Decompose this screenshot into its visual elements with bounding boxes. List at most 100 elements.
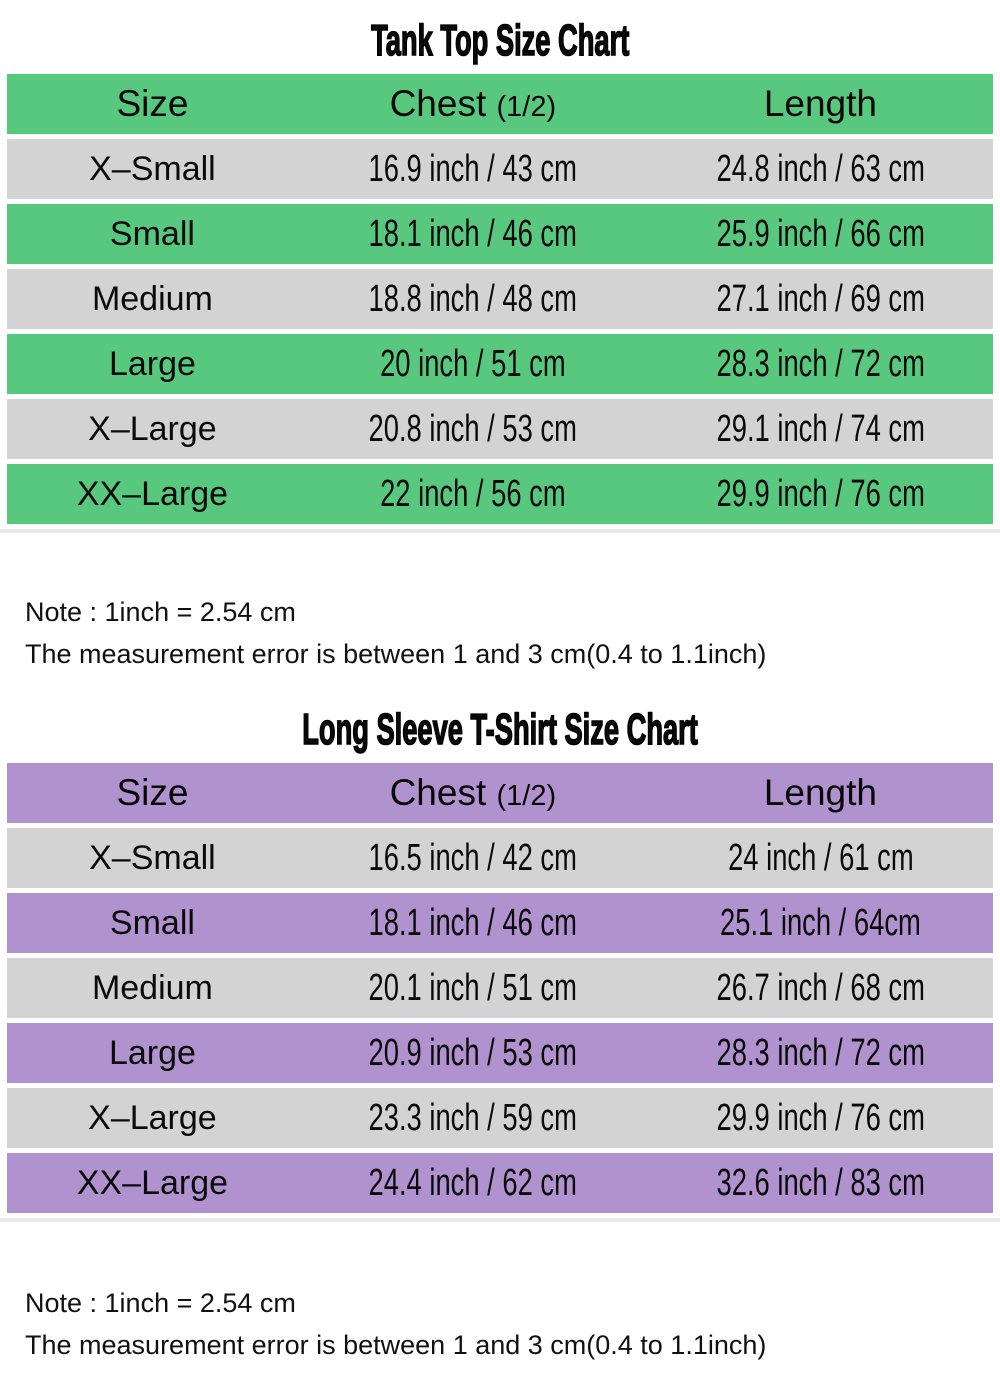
chest-cell-text: 24.4 inch / 62 cm xyxy=(368,1161,578,1204)
chest-cell: 20.9 inch / 53 cm xyxy=(298,1032,648,1075)
table-row: Large 20.9 inch / 53 cm 28.3 inch / 72 cm xyxy=(7,1023,993,1083)
table-bottom-edge xyxy=(0,529,1000,533)
size-cell: X–Small xyxy=(89,149,216,188)
length-cell-text: 32.6 inch / 83 cm xyxy=(716,1161,925,1204)
length-cell-text: 27.1 inch / 69 cm xyxy=(716,277,925,320)
size-cell: X–Large xyxy=(88,409,217,448)
length-cell-text: 28.3 inch / 72 cm xyxy=(716,1031,925,1074)
header-length: Length xyxy=(763,83,877,124)
length-cell: 28.3 inch / 72 cm xyxy=(648,1032,993,1075)
table-row: X–Small 16.9 inch / 43 cm 24.8 inch / 63 c… xyxy=(7,139,993,199)
table-row: XX–Large 24.4 inch / 62 cm 32.6 inch / 83 … xyxy=(7,1153,993,1213)
chest-cell-text: 20.9 inch / 53 cm xyxy=(368,1031,578,1074)
length-cell-text: 29.1 inch / 74 cm xyxy=(716,407,925,450)
table-row: Large 20 inch / 51 cm 28.3 inch / 72 cm xyxy=(7,334,993,394)
header-size: Size xyxy=(116,772,189,813)
table-row: XX–Large 22 inch / 56 cm 29.9 inch / 76 cm xyxy=(7,464,993,524)
chest-cell-text: 18.1 inch / 46 cm xyxy=(368,901,578,944)
length-cell: 26.7 inch / 68 cm xyxy=(648,967,993,1010)
table-header-row: Size Chest (1/2) Length xyxy=(7,74,993,134)
chart-title-text: Long Sleeve T-Shirt Size Chart xyxy=(302,705,699,754)
header-chest-label: Chest xyxy=(389,772,487,813)
length-cell-text: 29.9 inch / 76 cm xyxy=(716,472,925,515)
length-cell-text: 28.3 inch / 72 cm xyxy=(716,342,925,385)
note-line: The measurement error is between 1 and 3… xyxy=(25,639,767,669)
table-row: X–Large 23.3 inch / 59 cm 29.9 inch / 76 c… xyxy=(7,1088,993,1148)
length-cell: 25.1 inch / 64cm xyxy=(648,902,993,945)
size-cell: Small xyxy=(109,214,195,253)
table-body: X–Small 16.9 inch / 43 cm 24.8 inch / 63 c… xyxy=(7,139,993,524)
length-cell: 29.9 inch / 76 cm xyxy=(648,1097,993,1140)
chest-cell: 16.5 inch / 42 cm xyxy=(298,837,648,880)
tank-top-chart-title: Tank Top Size Chart xyxy=(0,16,1000,65)
chest-cell-text: 22 inch / 56 cm xyxy=(380,472,566,515)
chest-cell-text: 18.1 inch / 46 cm xyxy=(368,212,578,255)
header-chest-sub-label: (1/2) xyxy=(496,91,557,123)
length-cell: 24.8 inch / 63 cm xyxy=(648,148,993,191)
table-row: Medium 18.8 inch / 48 cm 27.1 inch / 69 cm xyxy=(7,269,993,329)
chart-title-text: Tank Top Size Chart xyxy=(370,16,630,65)
size-cell: Medium xyxy=(91,968,213,1007)
chest-cell-text: 20.8 inch / 53 cm xyxy=(368,407,578,450)
chest-cell: 20 inch / 51 cm xyxy=(298,343,648,386)
header-chest: Chest (1/2) xyxy=(298,772,648,814)
table-row: Small 18.1 inch / 46 cm 25.9 inch / 66 cm xyxy=(7,204,993,264)
chest-cell-text: 16.5 inch / 42 cm xyxy=(368,836,578,879)
length-cell: 24 inch / 61 cm xyxy=(648,837,993,880)
chest-cell-text: 16.9 inch / 43 cm xyxy=(368,147,578,190)
size-cell: XX–Large xyxy=(76,474,229,513)
size-cell: Small xyxy=(109,903,195,942)
chest-cell: 16.9 inch / 43 cm xyxy=(298,148,648,191)
long-sleeve-chart-title: Long Sleeve T-Shirt Size Chart xyxy=(0,705,1000,754)
header-chest-sub-label: (1/2) xyxy=(496,780,557,812)
long-sleeve-size-chart-section: Long Sleeve T-Shirt Size Chart Size Ches… xyxy=(0,705,1000,1366)
chest-cell: 22 inch / 56 cm xyxy=(298,473,648,516)
chest-cell: 18.1 inch / 46 cm xyxy=(298,213,648,256)
length-cell: 28.3 inch / 72 cm xyxy=(648,343,993,386)
length-cell-text: 24.8 inch / 63 cm xyxy=(716,147,925,190)
length-cell: 25.9 inch / 66 cm xyxy=(648,213,993,256)
tank-top-size-chart-section: Tank Top Size Chart Size Chest (1/2) Len… xyxy=(0,16,1000,675)
length-cell-text: 26.7 inch / 68 cm xyxy=(716,966,925,1009)
notes-block: Note : 1inch = 2.54 cm The measurement e… xyxy=(25,1282,1000,1366)
table-row: X–Large 20.8 inch / 53 cm 29.1 inch / 74 c… xyxy=(7,399,993,459)
note-line: Note : 1inch = 2.54 cm xyxy=(25,1288,296,1318)
size-cell: Medium xyxy=(91,279,213,318)
size-cell: X–Large xyxy=(88,1098,217,1137)
chest-cell-text: 20 inch / 51 cm xyxy=(380,342,566,385)
note-line: The measurement error is between 1 and 3… xyxy=(25,1330,767,1360)
length-cell-text: 25.1 inch / 64cm xyxy=(720,901,921,944)
length-cell: 29.9 inch / 76 cm xyxy=(648,473,993,516)
length-cell-text: 29.9 inch / 76 cm xyxy=(716,1096,925,1139)
table-body: X–Small 16.5 inch / 42 cm 24 inch / 61 cm S… xyxy=(7,828,993,1213)
chest-cell: 18.8 inch / 48 cm xyxy=(298,278,648,321)
chest-cell-text: 18.8 inch / 48 cm xyxy=(368,277,578,320)
tank-top-size-table: Size Chest (1/2) Length X–Small 16.9 inch… xyxy=(7,74,993,524)
table-header-row: Size Chest (1/2) Length xyxy=(7,763,993,823)
length-cell: 27.1 inch / 69 cm xyxy=(648,278,993,321)
length-cell-text: 24 inch / 61 cm xyxy=(727,836,914,879)
table-bottom-edge xyxy=(0,1218,1000,1222)
table-row: Small 18.1 inch / 46 cm 25.1 inch / 64cm xyxy=(7,893,993,953)
table-row: X–Small 16.5 inch / 42 cm 24 inch / 61 cm xyxy=(7,828,993,888)
size-cell: XX–Large xyxy=(76,1163,229,1202)
size-cell: Large xyxy=(108,1033,196,1072)
chest-cell: 23.3 inch / 59 cm xyxy=(298,1097,648,1140)
header-chest-label: Chest xyxy=(389,83,487,124)
size-cell: Large xyxy=(108,344,196,383)
length-cell: 32.6 inch / 83 cm xyxy=(648,1162,993,1205)
length-cell: 29.1 inch / 74 cm xyxy=(648,408,993,451)
chest-cell: 20.8 inch / 53 cm xyxy=(298,408,648,451)
header-length: Length xyxy=(763,772,877,813)
notes-block: Note : 1inch = 2.54 cm The measurement e… xyxy=(25,591,1000,675)
length-cell-text: 25.9 inch / 66 cm xyxy=(716,212,925,255)
chest-cell-text: 23.3 inch / 59 cm xyxy=(368,1096,578,1139)
chest-cell: 24.4 inch / 62 cm xyxy=(298,1162,648,1205)
header-size: Size xyxy=(116,83,189,124)
note-line: Note : 1inch = 2.54 cm xyxy=(25,597,296,627)
chest-cell: 18.1 inch / 46 cm xyxy=(298,902,648,945)
chest-cell-text: 20.1 inch / 51 cm xyxy=(368,966,578,1009)
size-cell: X–Small xyxy=(89,838,216,877)
chest-cell: 20.1 inch / 51 cm xyxy=(298,967,648,1010)
long-sleeve-size-table: Size Chest (1/2) Length X–Small 16.5 inch… xyxy=(7,763,993,1213)
